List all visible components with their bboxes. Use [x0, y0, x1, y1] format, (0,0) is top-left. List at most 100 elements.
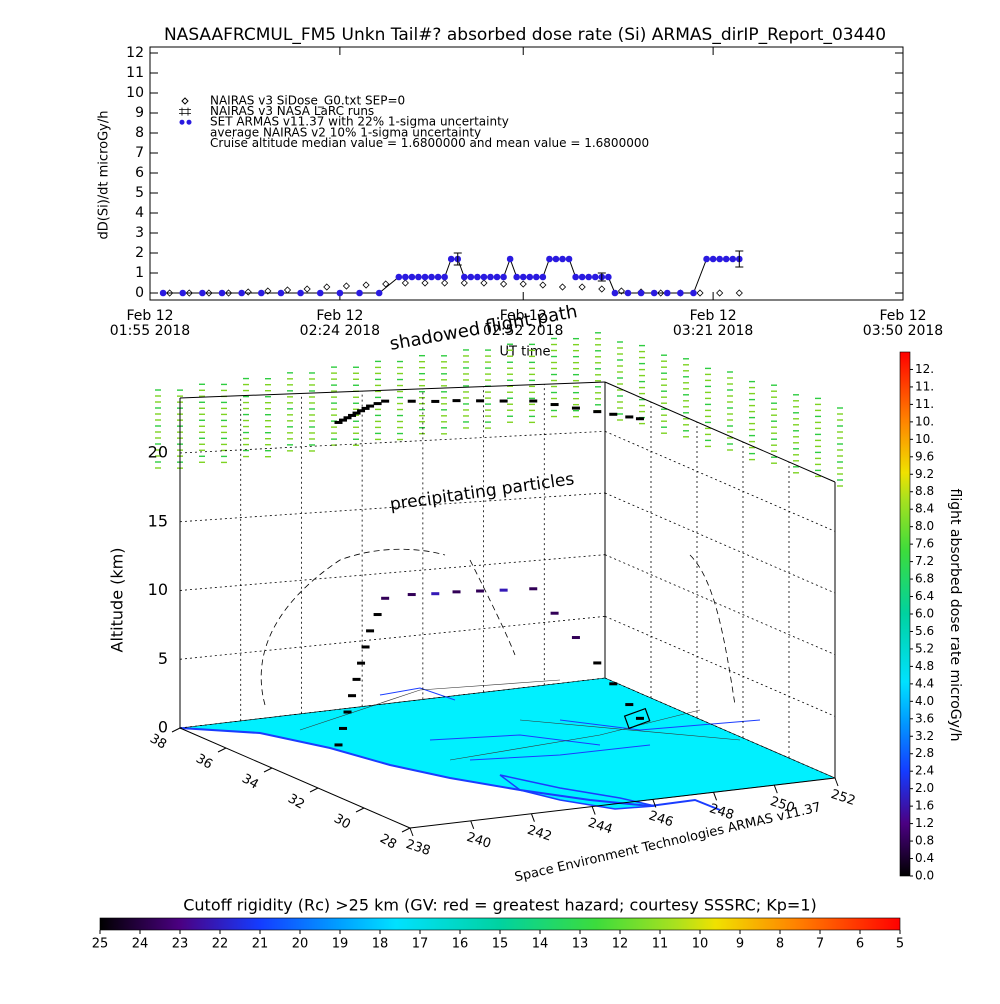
error-bar: [597, 272, 606, 282]
dot-marker: [559, 255, 566, 263]
z-tick-label: 5: [158, 649, 168, 668]
shadow-point: [407, 399, 416, 403]
x-tick: [591, 806, 596, 815]
shadow-point: [452, 399, 461, 403]
flight-point: [452, 590, 461, 594]
cutoff-title: Cutoff rigidity (Rc) >25 km (GV: red = g…: [183, 896, 817, 915]
x-tick: [652, 799, 657, 808]
colorbar-tick-label: 8.4: [915, 502, 934, 516]
diamond-marker: [519, 280, 527, 288]
dot-marker: [395, 273, 403, 281]
y-tick-label: 0: [135, 285, 144, 301]
diamond-marker: [323, 283, 331, 291]
dot-marker: [605, 273, 612, 281]
dot-marker: [565, 255, 573, 263]
y-tick-label: 30: [331, 811, 353, 832]
colorbar-tick-label: 5.6: [915, 624, 934, 638]
shadow-point: [431, 399, 440, 403]
dot-marker: [578, 273, 586, 281]
colorbar-tick-label: 4.0: [915, 694, 934, 708]
dot-marker: [415, 273, 422, 281]
x-tick-label: 248: [707, 801, 735, 823]
y-tick: [355, 807, 365, 813]
x-tick-label: 240: [465, 830, 493, 852]
flight-point: [529, 587, 538, 591]
grid-line: [604, 430, 836, 532]
cutoff-tick-label: 12: [612, 937, 629, 952]
dot-marker: [277, 289, 285, 297]
chart-title: NASAAFRCMUL_FM5 Unkn Tail#? absorbed dos…: [164, 25, 886, 45]
cutoff-tick-label: 8: [776, 937, 784, 952]
y-tick-label: 10: [126, 85, 144, 101]
dot-marker: [474, 273, 481, 281]
projection-curve: [689, 554, 736, 706]
projection-curve: [260, 548, 516, 706]
colorbar-tick-label: 4.4: [915, 676, 934, 690]
z-tick-label: 10: [148, 580, 168, 599]
dot-marker: [539, 273, 547, 281]
dot-marker: [677, 289, 684, 297]
shadow-point: [593, 410, 602, 414]
dot-marker: [637, 289, 645, 297]
x-axis-label: UT time: [500, 345, 551, 360]
dot-marker: [297, 289, 304, 297]
shadow-point: [366, 404, 375, 408]
cutoff-tick-label: 23: [172, 937, 189, 952]
dot-marker: [552, 255, 560, 263]
colorbar-tick-label: 11.: [915, 379, 934, 393]
dot-marker: [663, 289, 671, 297]
coastline: [179, 727, 721, 811]
flight-point: [343, 710, 352, 714]
shadow-point: [476, 399, 485, 403]
cutoff-tick-label: 19: [332, 937, 349, 952]
dot-marker: [447, 255, 455, 263]
x-tick-label: 02:24 2018: [300, 323, 380, 339]
y-tick-label: 3: [135, 225, 144, 241]
dot-marker: [179, 289, 187, 297]
flight-point: [352, 677, 361, 681]
x-tick: [773, 784, 778, 794]
cutoff-tick-label: 9: [736, 937, 744, 952]
colorbar-tick-label: 2.8: [915, 746, 934, 760]
y-tick-label: 36: [193, 751, 215, 772]
flight-point: [366, 629, 375, 633]
x-tick-label: Feb 12: [316, 308, 363, 324]
cutoff-colorbar: [99, 917, 901, 931]
frame-edge: [179, 727, 411, 829]
legend-label: NAIRAS v3 SiDose_G0.txt SEP=0: [210, 94, 405, 108]
z-axis-label: Altitude (km): [108, 548, 127, 653]
flight-point: [334, 743, 343, 747]
cutoff-tick-label: 22: [212, 937, 229, 952]
shadow-point: [352, 411, 361, 415]
y-tick-label: 12: [126, 45, 144, 61]
y-tick-label: 2: [135, 245, 144, 261]
y-tick: [217, 747, 227, 753]
diamond-marker: [342, 282, 351, 290]
y-tick-label: 5: [135, 185, 144, 201]
colorbar-tick-label: 3.6: [915, 711, 934, 725]
colorbar-tick-label: 6.4: [915, 589, 934, 603]
colorbar-tick-label: 8.0: [915, 519, 934, 533]
cutoff-tick-label: 15: [492, 937, 509, 952]
dot-marker: [467, 273, 475, 281]
flight-point: [357, 661, 366, 665]
y-tick: [263, 767, 273, 773]
x-tick-label: 02:52 2018: [483, 323, 563, 339]
grid-line: [604, 615, 836, 717]
dot-marker: [611, 289, 619, 297]
dot-marker: [519, 273, 527, 281]
colorbar-tick-label: 8.8: [915, 484, 934, 498]
legend-symbol: [179, 119, 185, 125]
diamond-marker: [460, 279, 468, 287]
colorbar-tick-label: 2.4: [915, 764, 934, 778]
cutoff-tick-label: 17: [412, 937, 429, 952]
colorbar-tick-label: 7.2: [915, 554, 934, 568]
colorbar-label: flight absorbed dose rate microGy/h: [947, 489, 963, 742]
x-tick: [470, 820, 475, 830]
x-tick-label: 246: [647, 808, 675, 830]
shadow-point: [348, 413, 357, 417]
dot-marker: [238, 289, 245, 297]
cutoff-tick-label: 7: [816, 937, 824, 952]
diamond-marker: [716, 289, 724, 297]
